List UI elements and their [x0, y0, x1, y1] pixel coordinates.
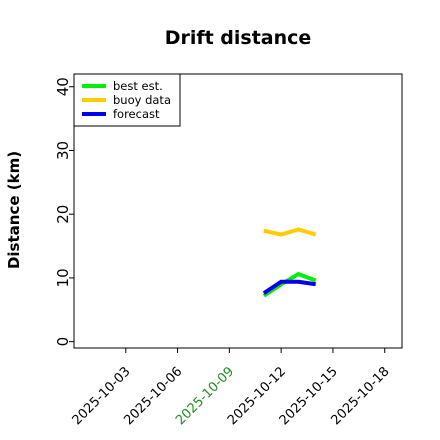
legend-label-0: best est.: [113, 79, 163, 93]
y-tick-label: 10: [54, 268, 72, 287]
series-lines: [262, 227, 317, 298]
series-line-0: [262, 271, 317, 298]
chart-title: Drift distance: [165, 27, 312, 49]
y-tick-label: 40: [54, 77, 72, 96]
legend-label-2: forecast: [113, 107, 160, 121]
y-tick-label: 20: [54, 205, 72, 224]
series-line-2: [262, 279, 316, 295]
legend-label-1: buoy data: [113, 93, 171, 107]
y-axis: 0 10 20 30 40: [54, 77, 74, 346]
series-line-1: [263, 227, 317, 237]
y-tick-label: 0: [54, 337, 72, 347]
y-tick-label: 30: [54, 141, 72, 160]
x-axis: 2025-10-032025-10-062025-10-092025-10-12…: [70, 348, 393, 428]
y-axis-label: Distance (km): [5, 151, 23, 269]
